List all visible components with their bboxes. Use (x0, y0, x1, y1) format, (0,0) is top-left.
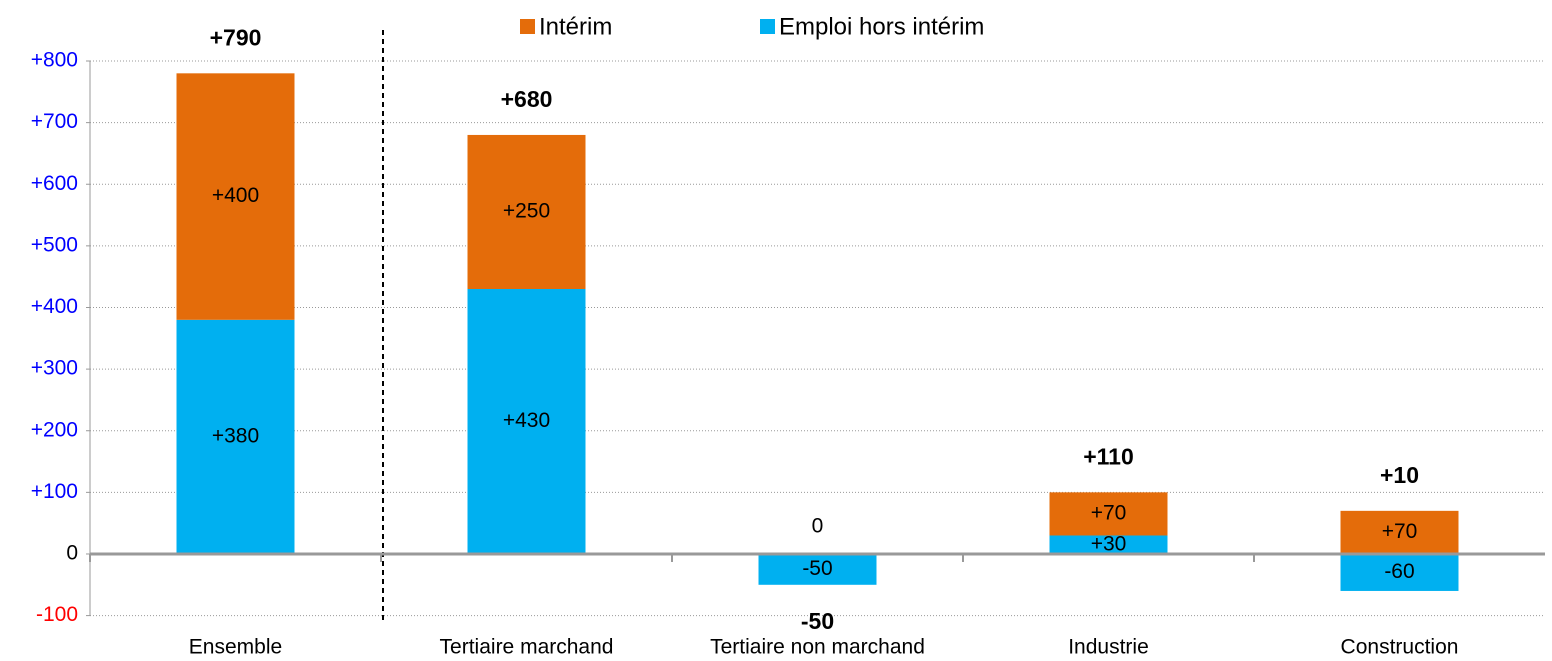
bar-segment (1049, 492, 1168, 536)
y-tick-label: +400 (31, 295, 78, 318)
y-tick-label: 0 (66, 542, 78, 565)
value-label: +380 (212, 424, 259, 447)
value-label: -50 (802, 557, 832, 580)
y-tick-label: +300 (31, 357, 78, 380)
bar-segment (1340, 553, 1459, 591)
y-tick-label: +700 (31, 110, 78, 133)
y-tick-label: +600 (31, 172, 78, 195)
x-tick-label: Ensemble (189, 636, 282, 659)
y-tick-label: +100 (31, 480, 78, 503)
y-tick-label: -100 (36, 603, 78, 626)
legend-label: Emploi hors intérim (779, 13, 984, 40)
legend-label: Intérim (539, 13, 612, 40)
y-tick-label: +500 (31, 233, 78, 256)
bar-segment (1049, 535, 1168, 554)
legend-swatch (520, 19, 535, 34)
value-label: +250 (503, 200, 550, 223)
y-tick-label: +200 (31, 418, 78, 441)
total-label: +680 (501, 86, 553, 112)
bar-segment (1340, 510, 1459, 554)
legend-swatch (760, 19, 775, 34)
x-tick-label: Construction (1341, 636, 1459, 659)
total-label: -50 (801, 608, 834, 634)
total-label: +790 (210, 24, 262, 50)
x-tick-label: Tertiaire marchand (440, 636, 614, 659)
value-label: +430 (503, 409, 550, 432)
bar-segment (467, 134, 586, 290)
bar-segment (758, 553, 877, 585)
bar-segment (467, 289, 586, 554)
value-label: 0 (812, 515, 824, 538)
total-label: +110 (1083, 443, 1134, 469)
x-tick-label: Tertiaire non marchand (710, 636, 925, 659)
value-label: +70 (1382, 520, 1418, 543)
value-label: +30 (1091, 532, 1127, 555)
bar-segment (176, 319, 295, 554)
value-label: -60 (1384, 560, 1414, 583)
total-label: +10 (1380, 462, 1419, 488)
value-label: +70 (1091, 501, 1127, 524)
x-tick-label: Industrie (1068, 636, 1149, 659)
value-label: +400 (212, 184, 259, 207)
bar-segment (176, 73, 295, 320)
y-tick-label: +800 (31, 49, 78, 72)
